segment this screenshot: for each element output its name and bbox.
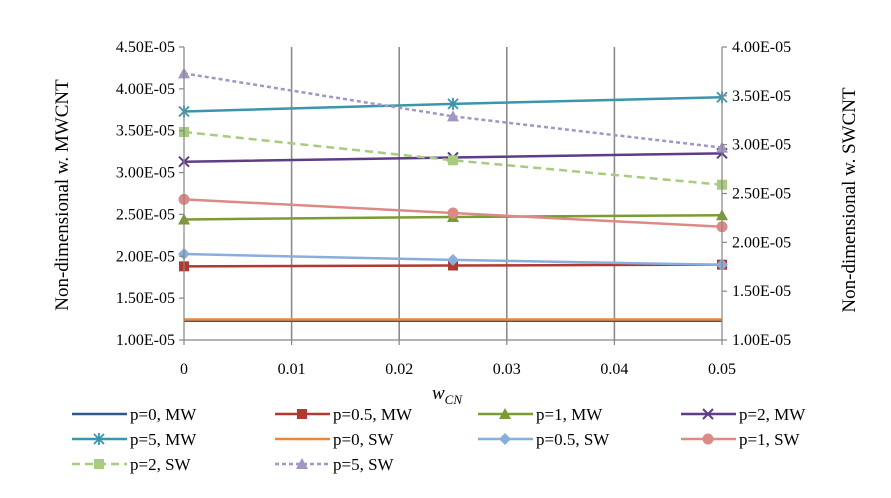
y-tick-label-left: 2.50E-05 [116,206,175,223]
x-tick-label: 0.05 [708,361,736,378]
legend-item: p=5, MW [72,430,197,449]
y-axis-title-right: Non-dimensional w. SWCNT [839,87,860,313]
legend-item: p=1, MW [478,405,603,424]
x-tick-label: 0.01 [278,361,306,378]
x-tick-label: 0 [180,361,188,378]
legend-label: p=0.5, SW [536,430,610,449]
x-axis-title-main: w [432,383,445,404]
legend-item: p=2, SW [72,455,192,474]
x-tick-label: 0.02 [385,361,413,378]
legend-item: p=0.5, SW [478,430,610,449]
legend-item: p=0, SW [275,430,395,449]
legend-label: p=5, SW [333,455,395,474]
legend-label: p=2, SW [130,455,192,474]
y-tick-label-right: 3.50E-05 [732,88,791,105]
y-tick-label-left: 1.50E-05 [116,290,175,307]
grid [290,47,616,340]
data-point [447,110,459,122]
data-point [448,155,458,166]
legend-item: p=0, MW [72,405,197,424]
legend-label: p=2, MW [739,405,806,424]
legend-swatch-marker [297,409,307,419]
y-tick-label-left: 3.50E-05 [116,123,175,140]
data-point [447,97,459,110]
series-p-2-sw [179,126,727,190]
series-p-1-sw [178,193,728,233]
y-tick-label-left: 3.00E-05 [116,165,175,182]
legend-swatch-marker [94,459,104,469]
legend-swatch-marker [499,433,511,445]
y-tick-label-left: 1.00E-05 [116,332,175,349]
legend-label: p=5, MW [130,430,197,449]
legend-swatch-marker [93,433,105,445]
legend-swatch-marker [702,408,714,420]
x-axis-title-subscript: CN [445,392,464,407]
y-tick-label-left: 2.00E-05 [116,248,175,265]
legend-label: p=1, SW [739,430,801,449]
y-tick-label-right: 4.00E-05 [732,39,791,56]
legend: p=0, MW p=0.5, MW p=1, MW p=2, MW p=5, MW p=0… [72,405,806,474]
y-tick-label-right: 1.50E-05 [732,283,791,300]
y-axis-title-left: Non-dimensional w. MWCNT [52,79,73,311]
x-axis-title: wCN [432,383,463,407]
y-tick-label-right: 2.00E-05 [732,234,791,251]
plot-series [178,67,728,322]
legend-label: p=1, MW [536,405,603,424]
legend-label: p=0, MW [130,405,197,424]
legend-item: p=1, SW [681,430,801,449]
legend-item: p=0.5, MW [275,405,413,424]
legend-label: p=0.5, MW [333,405,413,424]
axes: 1.00E-05 1.50E-05 2.00E-05 2.50E-05 3.00E-05… [116,39,791,378]
legend-swatch-marker [499,408,511,419]
y-tick-label-left: 4.50E-05 [116,39,175,56]
data-point [447,253,459,266]
legend-swatch-marker [296,458,308,469]
y-tick-label-right: 2.50E-05 [732,186,791,203]
legend-swatch-marker [702,433,714,445]
data-point [447,207,459,219]
x-tick-label: 0.04 [600,361,628,378]
y-tick-label-right: 1.00E-05 [732,332,791,349]
legend-item: p=5, SW [275,455,395,474]
y-tick-label-right: 3.00E-05 [732,137,791,154]
legend-label: p=0, SW [333,430,395,449]
y-tick-label-left: 4.00E-05 [116,81,175,98]
legend-item: p=2, MW [681,405,806,424]
x-tick-label: 0.03 [493,361,521,378]
